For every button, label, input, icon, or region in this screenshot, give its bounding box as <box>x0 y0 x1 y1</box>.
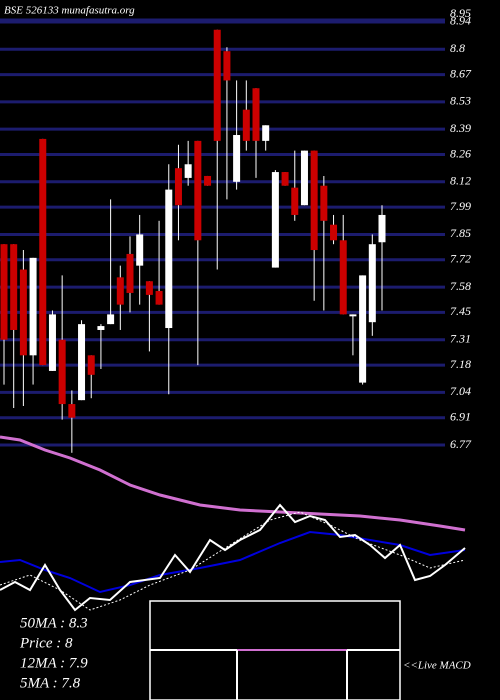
ma-line-dashed <box>0 511 466 611</box>
y-tick-label: 7.31 <box>450 331 471 345</box>
ma-line-mid <box>0 530 466 594</box>
stat: 12MA : 7.9 <box>20 655 88 671</box>
candle-body <box>300 150 308 206</box>
candle-body <box>10 244 18 330</box>
candle-body <box>48 314 56 371</box>
candle-body <box>223 51 231 81</box>
candle-body <box>281 172 289 186</box>
candle-body <box>349 314 357 317</box>
macd-label: <<Live MACD <box>403 660 471 672</box>
y-tick-label: 6.91 <box>450 409 471 423</box>
candle-body <box>262 125 270 141</box>
y-tick-label: 7.58 <box>450 279 471 293</box>
candle-body <box>68 404 76 418</box>
candle-body <box>145 281 153 295</box>
candle-body <box>116 277 124 305</box>
y-tick-label: 8.67 <box>450 66 472 80</box>
candle-body <box>58 339 66 405</box>
y-tick-label: 6.77 <box>450 437 472 451</box>
candle-body <box>252 88 260 141</box>
candle-body <box>126 253 134 293</box>
candle-body <box>155 290 163 305</box>
y-tick-label: 7.85 <box>450 226 471 240</box>
candle-body <box>378 214 386 243</box>
candle-body <box>310 150 318 251</box>
candle-body <box>184 164 192 178</box>
y-tick-label: 7.04 <box>450 384 471 398</box>
candle-body <box>0 244 8 340</box>
candle-body <box>39 138 47 366</box>
candle-body <box>271 172 279 268</box>
candle-body <box>97 326 105 330</box>
y-tick-label: 8.95 <box>450 6 471 20</box>
y-tick-label: 7.72 <box>450 252 471 266</box>
candle-body <box>78 324 86 401</box>
candles <box>0 29 386 453</box>
y-tick-label: 7.18 <box>450 357 471 371</box>
y-tick-label: 8.12 <box>450 174 471 188</box>
candle-body <box>204 175 212 186</box>
candle-body <box>368 244 376 323</box>
candle-body <box>213 29 221 141</box>
chart-title: BSE 526133 munafasutra.org <box>4 5 135 17</box>
candle-body <box>87 355 95 375</box>
y-tick-label: 8.8 <box>450 41 465 55</box>
candle-body <box>233 135 241 182</box>
candle-body <box>320 185 328 221</box>
candle-body <box>29 257 37 356</box>
ma-line-fast <box>0 503 466 612</box>
y-tick-label: 8.39 <box>450 121 471 135</box>
y-tick-label: 8.53 <box>450 94 471 108</box>
candle-body <box>330 224 338 241</box>
y-tick-label: 8.26 <box>450 146 471 160</box>
candle-body <box>165 189 173 329</box>
stat: Price : 8 <box>19 635 73 651</box>
stat: 5MA : 7.8 <box>20 675 81 691</box>
candle-body <box>194 140 202 241</box>
candle-body <box>174 168 182 206</box>
y-tick-label: 7.45 <box>450 304 471 318</box>
candle-body <box>291 187 299 215</box>
grid: 8.958.94 8.8 8.67 8.53 8.39 8.26 8.12 7.99 7.85 7… <box>0 6 472 451</box>
candle-body <box>107 314 115 325</box>
candle-body <box>242 109 250 141</box>
candle-body <box>136 234 144 266</box>
y-tick-label: 7.99 <box>450 199 471 213</box>
stat: 50MA : 8.3 <box>20 615 88 631</box>
candle-body <box>19 269 27 356</box>
ma-line-slow <box>0 435 466 532</box>
y-tick-label: 8.94 <box>450 14 471 28</box>
candle-body <box>359 275 367 383</box>
candle-body <box>339 240 347 315</box>
